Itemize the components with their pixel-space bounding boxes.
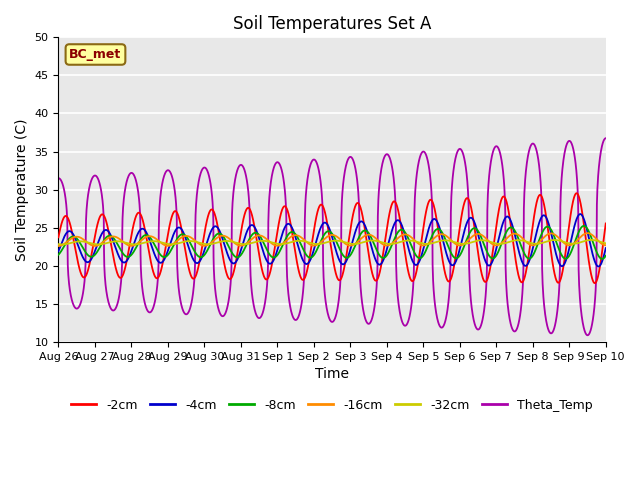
Title: Soil Temperatures Set A: Soil Temperatures Set A (233, 15, 431, 33)
X-axis label: Time: Time (315, 367, 349, 381)
Legend: -2cm, -4cm, -8cm, -16cm, -32cm, Theta_Temp: -2cm, -4cm, -8cm, -16cm, -32cm, Theta_Te… (67, 394, 598, 417)
Y-axis label: Soil Temperature (C): Soil Temperature (C) (15, 119, 29, 261)
Text: BC_met: BC_met (69, 48, 122, 61)
